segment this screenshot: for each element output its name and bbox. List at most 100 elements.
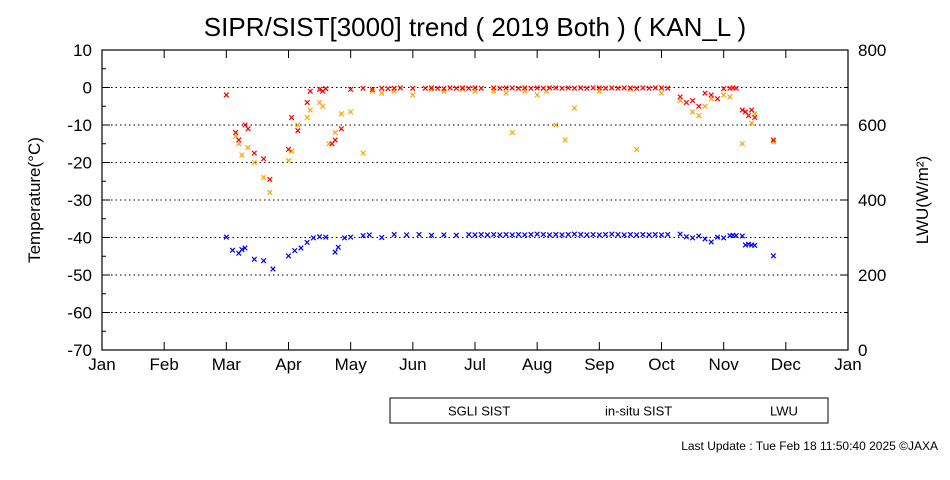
data-point <box>391 231 397 238</box>
x-tick-label: Jan <box>834 355 861 374</box>
data-point <box>553 85 559 91</box>
data-point <box>615 231 621 238</box>
data-point <box>733 85 739 91</box>
data-point <box>223 92 230 98</box>
x-tick-label: Nov <box>709 355 740 374</box>
grid-lines <box>102 87 848 313</box>
data-point <box>270 266 276 272</box>
data-point <box>347 109 354 115</box>
data-point <box>562 137 568 143</box>
data-point <box>640 85 646 91</box>
data-point <box>503 231 509 238</box>
data-point <box>472 232 478 238</box>
data-point <box>633 146 640 153</box>
data-point <box>696 112 702 119</box>
data-point <box>285 253 292 259</box>
data-point <box>503 90 509 96</box>
data-point <box>702 90 708 96</box>
y-tick-label: -20 <box>67 154 92 173</box>
y-tick-label: -60 <box>67 304 92 323</box>
data-point <box>360 85 366 91</box>
data-point <box>251 150 258 156</box>
data-point <box>422 85 428 91</box>
data-point <box>689 235 696 241</box>
y-tick-label: -10 <box>67 116 92 135</box>
data-point <box>689 97 696 104</box>
data-point <box>316 234 323 240</box>
data-point <box>696 233 702 239</box>
data-point <box>403 232 410 238</box>
legend-label: SGLI SIST <box>448 404 510 419</box>
data-point <box>341 235 348 241</box>
y-tick-label: -30 <box>67 191 92 210</box>
data-point <box>478 85 484 91</box>
data-point <box>379 90 385 96</box>
x-tick-label: Sep <box>584 355 614 374</box>
data-point <box>397 85 404 91</box>
data-point <box>652 85 659 91</box>
data-point <box>332 129 338 136</box>
data-point <box>546 232 553 238</box>
data-point <box>245 126 251 132</box>
data-point <box>379 234 385 241</box>
data-point <box>627 86 634 93</box>
data-point <box>416 231 422 238</box>
plot-frame <box>101 49 849 351</box>
y2-axis-label: LWU(W/m²) <box>913 156 932 244</box>
data-point <box>466 85 472 91</box>
data-point <box>335 244 341 250</box>
data-point <box>323 85 329 92</box>
data-point <box>602 85 609 91</box>
data-point <box>428 232 435 238</box>
data-point <box>347 234 354 240</box>
data-point <box>770 253 777 259</box>
data-point <box>338 126 345 132</box>
data-point <box>307 88 313 94</box>
data-point <box>720 235 727 241</box>
data-point <box>584 85 590 91</box>
tick-labels: 100-10-20-30-40-50-60-708006004002000Jan… <box>67 41 886 374</box>
data-point <box>379 85 385 91</box>
data-point <box>291 247 298 254</box>
data-point <box>478 231 484 238</box>
data-point <box>577 85 584 91</box>
data-point <box>770 137 777 143</box>
data-point <box>260 258 267 264</box>
data-point <box>232 129 239 136</box>
data-point <box>316 86 323 93</box>
data-point <box>596 232 603 238</box>
data-point <box>285 146 292 153</box>
data-point <box>720 85 727 92</box>
data-point <box>236 137 242 143</box>
data-point <box>683 99 690 106</box>
data-point <box>739 233 746 239</box>
data-point <box>360 232 366 239</box>
data-point <box>571 231 578 237</box>
data-point <box>239 246 245 253</box>
data-point <box>288 114 295 121</box>
x-tick-label: May <box>335 355 368 374</box>
data-point <box>752 114 758 121</box>
data-point <box>752 242 758 249</box>
data-point <box>534 85 540 91</box>
data-point <box>609 85 615 91</box>
data-point <box>714 96 721 102</box>
data-point <box>577 231 584 238</box>
axes <box>101 49 849 351</box>
data-point <box>332 249 338 255</box>
data-point <box>677 94 683 100</box>
data-point <box>295 122 301 128</box>
data-point <box>565 231 571 238</box>
y2-tick-label: 400 <box>858 191 886 210</box>
data-point <box>770 139 777 145</box>
data-point <box>528 85 534 91</box>
data-point <box>615 85 621 91</box>
chart-title: SIPR/SIST[3000] trend ( 2019 Both ) ( KA… <box>204 12 746 42</box>
data-point <box>627 231 634 238</box>
data-point <box>559 85 565 91</box>
data-point <box>242 245 248 251</box>
data-point <box>251 159 258 166</box>
data-points <box>223 85 777 414</box>
data-point <box>733 232 739 239</box>
